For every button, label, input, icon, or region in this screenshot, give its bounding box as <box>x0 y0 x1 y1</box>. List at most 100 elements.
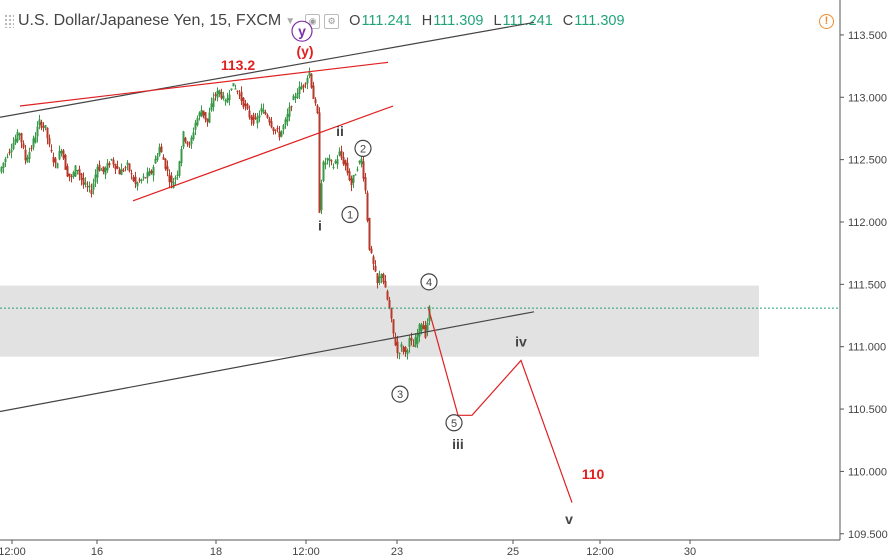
wave-label: 2 <box>360 143 366 155</box>
candle-body <box>70 176 73 178</box>
candle-body <box>282 125 285 130</box>
candle-body <box>96 166 99 178</box>
wave-circle <box>420 273 438 291</box>
candle-body <box>272 127 275 131</box>
candle-body <box>200 110 203 117</box>
candle-body <box>76 170 79 172</box>
candle-body <box>64 154 67 170</box>
candle-body <box>202 110 205 116</box>
candle-body <box>252 114 255 124</box>
candle-body <box>300 86 303 90</box>
candle-body <box>192 132 195 140</box>
candle-body <box>188 144 191 146</box>
candle-body <box>140 179 143 182</box>
candle-body <box>160 146 163 153</box>
candle-body <box>72 172 75 177</box>
candle-body <box>42 126 45 128</box>
y-tick-label: 113.000 <box>848 92 887 104</box>
red-projection <box>427 306 573 503</box>
candle-body <box>150 170 153 174</box>
dropdown-icon[interactable]: ▼ <box>285 15 296 27</box>
candle-body <box>284 119 287 125</box>
candle-body <box>336 159 339 165</box>
x-tick-label: 25 <box>507 546 519 558</box>
candle-body <box>372 256 375 264</box>
alert-icon[interactable]: ! <box>819 14 834 29</box>
candle-body <box>52 156 55 163</box>
candle-body <box>50 149 53 152</box>
candle-body <box>198 112 201 116</box>
candle-body <box>206 118 209 122</box>
candle-body <box>142 176 145 178</box>
candle-body <box>208 112 211 123</box>
candle-body <box>14 138 17 144</box>
candle-body <box>352 175 355 183</box>
candle-body <box>362 161 365 179</box>
candle-body <box>280 130 283 137</box>
candle-body <box>422 325 425 330</box>
candle-body <box>236 90 239 92</box>
candle-body <box>18 133 21 136</box>
candle-body <box>118 169 121 175</box>
candle-body <box>156 155 159 160</box>
candle-body <box>224 100 227 102</box>
candle-body <box>274 129 277 131</box>
candle-body <box>334 161 337 164</box>
candle-body <box>378 276 381 283</box>
candle-body <box>228 94 231 101</box>
candle-body <box>254 117 257 119</box>
candle-body <box>20 133 23 143</box>
candle-body <box>100 169 103 171</box>
candle-body <box>332 167 335 169</box>
candle-body <box>240 91 243 101</box>
red-upper-trendline <box>19 61 389 107</box>
candle-body <box>408 338 411 347</box>
supply-demand-zone <box>0 285 759 357</box>
candle-body <box>186 141 189 145</box>
candle-body <box>8 152 11 154</box>
candle-body <box>112 159 115 165</box>
candle-body <box>36 126 39 137</box>
candle-body <box>220 91 223 99</box>
y-tick-label: 109.500 <box>848 529 888 541</box>
black-upper-channel <box>0 21 535 118</box>
symbol-title[interactable]: U.S. Dollar/Japanese Yen, 15, FXCM <box>18 12 282 29</box>
candle-body <box>116 166 119 169</box>
candle-body <box>256 116 259 124</box>
wave-label: 4 <box>426 277 432 289</box>
drag-handle-icon[interactable] <box>4 14 14 28</box>
candle-body <box>370 248 373 253</box>
candle-body <box>152 166 155 176</box>
candle-body <box>80 173 83 180</box>
candle-body <box>414 337 417 347</box>
candle-body <box>84 182 87 185</box>
candle-body <box>138 179 141 181</box>
candle-body <box>38 119 41 126</box>
candle-body <box>94 174 97 183</box>
candle-body <box>22 143 25 148</box>
candle-body <box>194 122 197 130</box>
candle-body <box>74 165 77 177</box>
wave-circle <box>341 205 359 224</box>
x-tick-label: 12:00 <box>586 546 614 558</box>
x-tick-label: 18 <box>210 546 222 558</box>
candle-body <box>0 166 3 173</box>
candle-body <box>170 175 173 183</box>
candle-body <box>426 322 429 331</box>
candle-body <box>310 73 313 88</box>
candle-body <box>48 138 51 145</box>
candle-body <box>230 88 233 90</box>
candle-body <box>12 143 15 150</box>
candle-body <box>24 149 27 161</box>
candle-body <box>286 114 289 122</box>
settings-icon[interactable]: ⚙ <box>324 13 340 29</box>
wave-label: 5 <box>451 418 457 430</box>
eye-icon[interactable]: ◉ <box>305 13 321 29</box>
x-tick-label: 16 <box>91 546 103 558</box>
candle-body <box>374 265 377 272</box>
candle-body <box>298 86 301 94</box>
candle-body <box>32 138 35 148</box>
candle-body <box>46 127 49 139</box>
ohlc-open: O111.241 <box>349 13 412 29</box>
